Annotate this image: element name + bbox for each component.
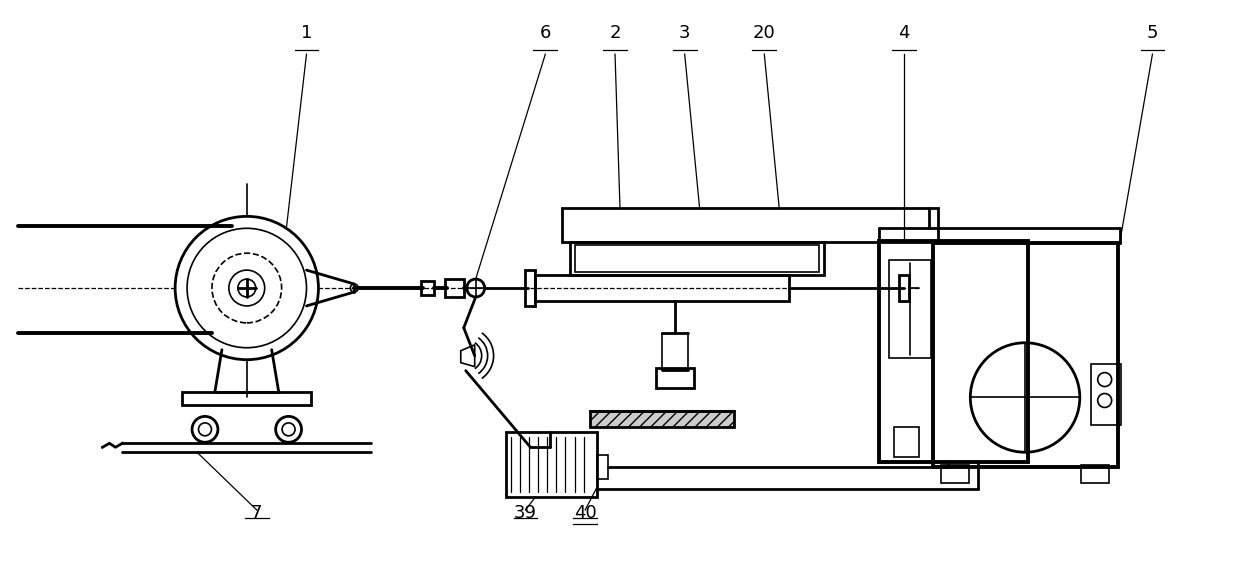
Bar <box>570 242 825 275</box>
Bar <box>1091 364 1121 426</box>
Bar <box>934 243 1117 467</box>
Bar <box>182 392 311 405</box>
Bar <box>598 455 608 479</box>
Bar <box>941 465 970 483</box>
Text: 3: 3 <box>680 24 691 42</box>
Text: 6: 6 <box>539 24 551 42</box>
Text: 5: 5 <box>1147 24 1158 42</box>
Text: 7: 7 <box>250 504 263 522</box>
Bar <box>420 281 434 295</box>
Bar <box>562 208 939 242</box>
Text: 40: 40 <box>574 504 596 522</box>
Bar <box>445 279 464 297</box>
Bar <box>536 275 789 301</box>
Bar <box>526 270 536 306</box>
Bar <box>894 427 919 457</box>
Bar <box>899 275 909 301</box>
Bar <box>590 412 734 427</box>
Text: 39: 39 <box>513 504 537 522</box>
Bar <box>506 433 598 497</box>
Bar <box>889 260 930 358</box>
Text: 2: 2 <box>609 24 621 42</box>
Text: 20: 20 <box>753 24 776 42</box>
Text: 1: 1 <box>301 24 312 42</box>
Bar <box>575 245 820 272</box>
Bar <box>879 241 1028 462</box>
Text: 4: 4 <box>898 24 909 42</box>
Bar <box>1081 465 1109 483</box>
Bar <box>656 368 693 388</box>
